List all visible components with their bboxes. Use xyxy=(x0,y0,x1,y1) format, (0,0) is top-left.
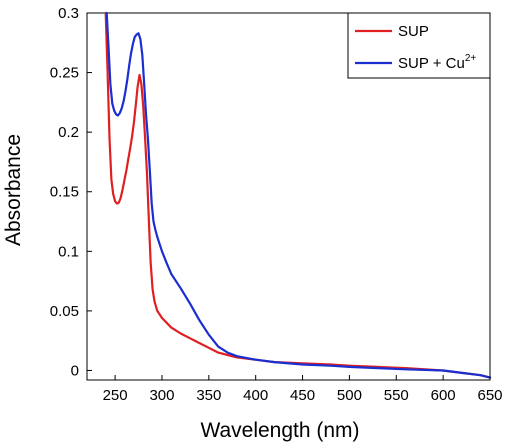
y-tick-label: 0.2 xyxy=(58,124,79,141)
x-tick-label: 300 xyxy=(149,387,174,404)
legend-box xyxy=(347,12,491,79)
legend-label-sup: SUP xyxy=(398,23,429,40)
legend: SUP SUP + Cu2+ xyxy=(347,12,491,79)
y-axis-title: Absorbance xyxy=(2,134,25,246)
series-line-sup-cu xyxy=(105,11,492,379)
x-tick-label: 350 xyxy=(196,387,221,404)
legend-label-sup-cu-text: SUP + Cu xyxy=(398,55,465,72)
y-tick-label: 0.3 xyxy=(58,5,79,22)
y-tick-label: 0.1 xyxy=(58,243,79,260)
y-axis-ticks: 0 0.05 0.1 0.15 0.2 0.25 0.3 xyxy=(50,5,92,379)
y-tick-label: 0.05 xyxy=(50,303,79,320)
series-line-sup xyxy=(104,11,492,379)
legend-label-sup-cu: SUP + Cu2+ xyxy=(398,53,476,72)
x-tick-label: 500 xyxy=(337,387,362,404)
x-tick-label: 250 xyxy=(103,387,128,404)
y-tick-label: 0.25 xyxy=(50,65,79,82)
x-tick-label: 550 xyxy=(384,387,409,404)
x-axis-title: Wavelength (nm) xyxy=(200,419,359,442)
x-axis-ticks: 250 300 350 400 450 500 550 600 650 xyxy=(103,375,503,404)
x-tick-label: 600 xyxy=(431,387,456,404)
x-tick-label: 450 xyxy=(290,387,315,404)
y-tick-label: 0 xyxy=(71,362,79,379)
y-tick-label: 0.15 xyxy=(50,184,79,201)
series-layer xyxy=(104,11,492,379)
x-tick-label: 650 xyxy=(477,387,502,404)
x-tick-label: 400 xyxy=(243,387,268,404)
legend-label-sup-cu-superscript: 2+ xyxy=(465,53,477,64)
